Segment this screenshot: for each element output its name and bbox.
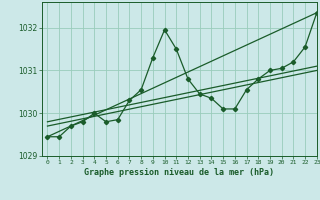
X-axis label: Graphe pression niveau de la mer (hPa): Graphe pression niveau de la mer (hPa) xyxy=(84,168,274,177)
